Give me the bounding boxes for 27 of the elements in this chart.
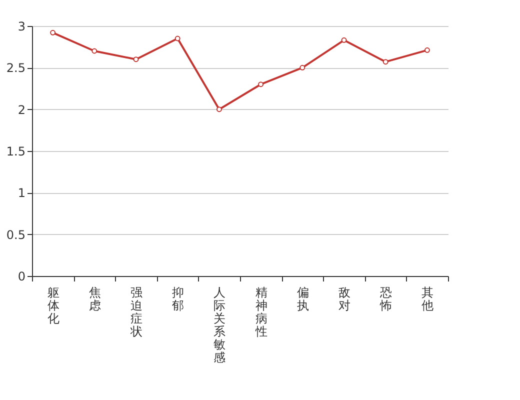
x-tick-label: 敌对 (338, 286, 350, 312)
x-tick-label: 其他 (422, 286, 434, 312)
point (300, 64, 306, 70)
y-tick-label: 0.5 (6, 228, 26, 242)
y-tick-label: 2.5 (6, 61, 26, 76)
point (424, 47, 430, 53)
point (258, 82, 264, 88)
y-tick-label: 3 (18, 20, 26, 34)
x-tick-label: 偏执 (296, 286, 309, 312)
point (133, 56, 139, 62)
y-tick-label: 2 (18, 102, 26, 117)
x-tick-label: 精神病性 (254, 286, 268, 338)
point (174, 36, 180, 42)
point (382, 59, 388, 65)
x-tick-label: 抑郁 (172, 286, 184, 312)
point (92, 48, 98, 54)
x-tick-label: 躯体化 (47, 286, 60, 326)
x-tick-label: 强迫症状 (130, 286, 142, 338)
point (216, 106, 222, 112)
point (341, 37, 347, 43)
x-tick-label: 恐怖 (379, 286, 392, 312)
x-tick-label: 人际关系敏感 (214, 286, 226, 364)
x-tick-label: 焦虑 (88, 286, 101, 312)
y-tick-label: 1.5 (6, 144, 26, 158)
y-tick-label: 1 (18, 186, 26, 200)
y-tick-label: 0 (18, 270, 26, 284)
point (50, 30, 56, 36)
